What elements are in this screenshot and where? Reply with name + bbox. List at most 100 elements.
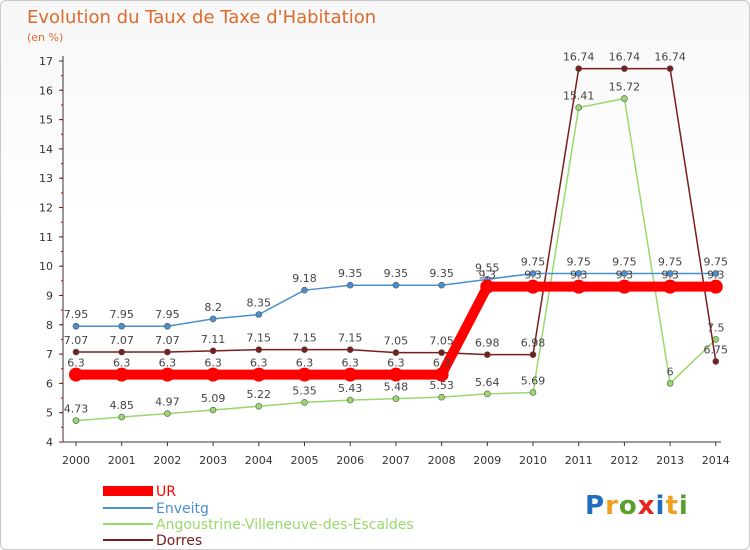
data-point <box>712 336 720 343</box>
y-tick-label: 7 <box>46 348 53 361</box>
data-label: 5.22 <box>247 388 272 401</box>
data-point <box>346 346 354 353</box>
data-point <box>346 281 354 289</box>
data-label: 7.5 <box>707 321 725 334</box>
chart-subtitle: (en %) <box>27 31 64 44</box>
data-label: 4.85 <box>109 399 134 412</box>
data-point <box>666 65 674 72</box>
data-point <box>209 315 217 323</box>
data-label: 6.3 <box>296 357 314 370</box>
data-point <box>301 399 308 406</box>
logo-letter: i <box>678 491 689 521</box>
legend: UREnveitgAngoustrine-Villeneuve-des-Esca… <box>103 484 414 549</box>
logo-letter: r <box>605 491 619 521</box>
data-point <box>164 410 171 417</box>
legend-label: Dorres <box>156 533 202 549</box>
data-label: 9.75 <box>521 255 546 268</box>
data-point <box>621 270 628 277</box>
x-tick-label: 2012 <box>610 454 638 467</box>
y-tick-label: 9 <box>46 289 53 302</box>
data-label: 7.07 <box>64 334 89 347</box>
data-label: 9.3 <box>570 269 588 282</box>
data-label: 9.75 <box>658 255 683 268</box>
data-label: 7.05 <box>384 335 409 348</box>
data-point <box>255 402 263 410</box>
data-label: 9.3 <box>524 269 542 282</box>
data-label: 9.75 <box>612 255 637 268</box>
data-point <box>621 95 628 102</box>
data-point <box>388 367 403 382</box>
data-label: 7.07 <box>109 334 134 347</box>
data-point <box>575 270 583 277</box>
data-point <box>529 270 537 277</box>
data-label: 5.09 <box>201 392 226 405</box>
x-tick-label: 2002 <box>153 454 181 467</box>
x-tick-label: 2000 <box>62 454 90 467</box>
series-dorres <box>72 65 720 365</box>
y-tick-label: 10 <box>39 260 53 273</box>
data-point <box>575 65 583 72</box>
data-label: 9.75 <box>566 255 591 268</box>
x-tick-label: 2013 <box>656 454 684 467</box>
data-label: 7.05 <box>429 335 454 348</box>
data-point <box>526 279 540 294</box>
data-point <box>206 367 221 382</box>
proxiti-logo: Proxiti <box>585 491 689 521</box>
x-tick-label: 2009 <box>473 454 501 467</box>
data-label: 5.64 <box>475 376 500 389</box>
data-label: 7.95 <box>155 308 180 321</box>
logo-letter: t <box>665 491 679 521</box>
data-point <box>392 349 400 356</box>
data-point <box>621 65 628 72</box>
data-point <box>160 367 175 382</box>
data-point <box>480 279 495 294</box>
data-point <box>114 367 129 382</box>
chart-title: Evolution du Taux de Taxe d'Habitation <box>27 7 377 28</box>
data-point <box>392 395 400 402</box>
labels-dorres: 7.07 7.07 7.07 7.11 7.15 7.15 7.15 7.05 7.05 6.98… <box>64 51 728 357</box>
data-point <box>301 346 308 353</box>
data-point <box>72 322 80 330</box>
data-label: 5.35 <box>292 384 317 397</box>
data-label: 9.3 <box>479 269 497 282</box>
x-tick-label: 2011 <box>565 454 593 467</box>
data-label: 6.3 <box>341 357 359 370</box>
data-label: 9.3 <box>661 269 679 282</box>
logo-letter: P <box>585 491 606 521</box>
data-label: 5.48 <box>384 381 409 394</box>
data-point <box>712 270 720 277</box>
x-tick-label: 2006 <box>336 454 364 467</box>
labels-ur: 6.3 6.3 6.3 6.3 6.3 6.3 6.3 6.3 6.3 9.3 9.3 9.3 9.3 9… <box>67 269 724 370</box>
data-label: 5.53 <box>429 379 454 392</box>
data-point <box>164 322 171 330</box>
logo-letter: x <box>637 491 656 521</box>
data-point <box>118 322 125 330</box>
y-tick-label: 6 <box>46 377 53 390</box>
y-tick-label: 11 <box>39 231 53 244</box>
series-ur <box>69 279 723 382</box>
x-tick-label: 2008 <box>428 454 456 467</box>
data-label: 9.3 <box>707 269 725 282</box>
data-point <box>118 348 125 356</box>
data-label: 8.2 <box>204 301 222 314</box>
data-point <box>297 367 312 382</box>
data-label: 7.15 <box>292 332 317 345</box>
data-point <box>251 367 266 382</box>
data-point <box>483 351 491 358</box>
data-point <box>438 281 445 289</box>
data-label: 8.35 <box>247 297 272 310</box>
legend-label: UR <box>156 484 176 500</box>
series-angoustrine-villeneuve-des-escaldes <box>72 95 720 424</box>
data-label: 6.3 <box>433 357 451 370</box>
data-label: 6.75 <box>704 343 729 356</box>
data-label: 16.74 <box>609 51 641 64</box>
data-label: 6.3 <box>250 357 268 370</box>
data-point <box>666 380 674 387</box>
data-label: 9.18 <box>292 272 317 285</box>
data-label: 6.3 <box>159 357 177 370</box>
data-label: 5.43 <box>338 382 363 395</box>
data-point <box>346 396 354 404</box>
data-label: 4.97 <box>155 396 180 409</box>
data-label: 6.3 <box>204 357 222 370</box>
